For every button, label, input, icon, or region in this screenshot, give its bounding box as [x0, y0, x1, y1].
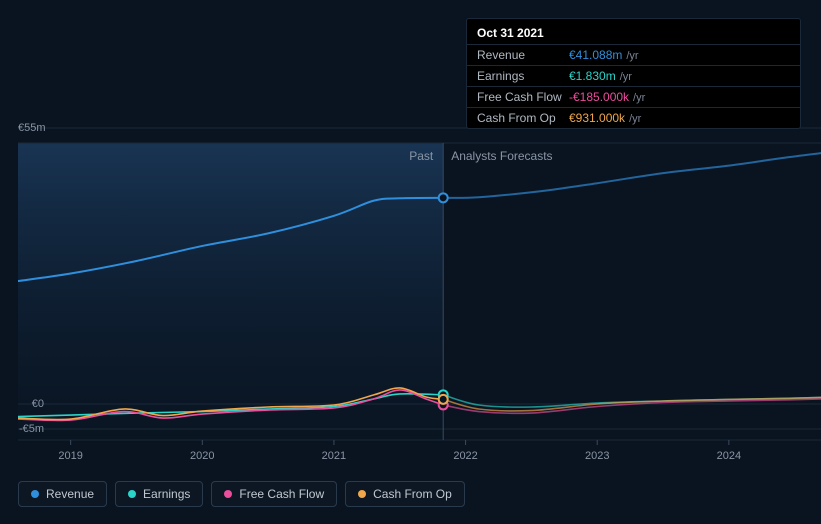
tooltip-row-label: Free Cash Flow	[477, 90, 569, 104]
legend: Revenue Earnings Free Cash Flow Cash From O…	[18, 481, 465, 507]
tooltip-row: Revenue€41.088m/yr	[467, 44, 800, 65]
forecast-section-label: Analysts Forecasts	[451, 149, 552, 163]
tooltip-row: Earnings€1.830m/yr	[467, 65, 800, 86]
tooltip-row-label: Earnings	[477, 69, 569, 83]
legend-item-label: Revenue	[46, 487, 94, 501]
legend-dot-icon	[224, 490, 232, 498]
tooltip: Oct 31 2021 Revenue€41.088m/yrEarnings€1…	[466, 18, 801, 129]
y-axis-label: €55m	[18, 122, 50, 134]
tooltip-title: Oct 31 2021	[467, 19, 800, 44]
tooltip-row-label: Revenue	[477, 48, 569, 62]
x-axis-label: 2023	[585, 450, 609, 462]
legend-dot-icon	[31, 490, 39, 498]
legend-dot-icon	[358, 490, 366, 498]
tooltip-row-value: €1.830m	[569, 69, 616, 83]
y-axis-label: €0	[18, 398, 50, 410]
tooltip-row-unit: /yr	[620, 71, 632, 83]
legend-dot-icon	[128, 490, 136, 498]
x-axis-label: 2022	[453, 450, 477, 462]
tooltip-row-value: €41.088m	[569, 48, 622, 62]
x-axis-label: 2021	[322, 450, 346, 462]
tooltip-row-unit: /yr	[633, 92, 645, 104]
tooltip-row-unit: /yr	[629, 113, 641, 125]
x-axis-labels: 2019 2020 2021 2022 2023 2024	[18, 440, 821, 460]
tooltip-row-value: -€185.000k	[569, 90, 629, 104]
x-axis-label: 2019	[58, 450, 82, 462]
y-axis-label: -€5m	[18, 423, 50, 435]
legend-item-label: Cash From Op	[373, 487, 452, 501]
tooltip-row-value: €931.000k	[569, 111, 625, 125]
tooltip-row-label: Cash From Op	[477, 111, 569, 125]
legend-item[interactable]: Cash From Op	[345, 481, 465, 507]
legend-item-label: Earnings	[143, 487, 190, 501]
x-axis-label: 2020	[190, 450, 214, 462]
legend-item[interactable]: Revenue	[18, 481, 107, 507]
legend-item[interactable]: Earnings	[115, 481, 203, 507]
tooltip-row-unit: /yr	[626, 50, 638, 62]
legend-item-label: Free Cash Flow	[239, 487, 324, 501]
tooltip-row: Cash From Op€931.000k/yr	[467, 107, 800, 128]
x-axis-label: 2024	[717, 450, 741, 462]
tooltip-row: Free Cash Flow-€185.000k/yr	[467, 86, 800, 107]
legend-item[interactable]: Free Cash Flow	[211, 481, 337, 507]
past-section-label: Past	[409, 149, 433, 163]
